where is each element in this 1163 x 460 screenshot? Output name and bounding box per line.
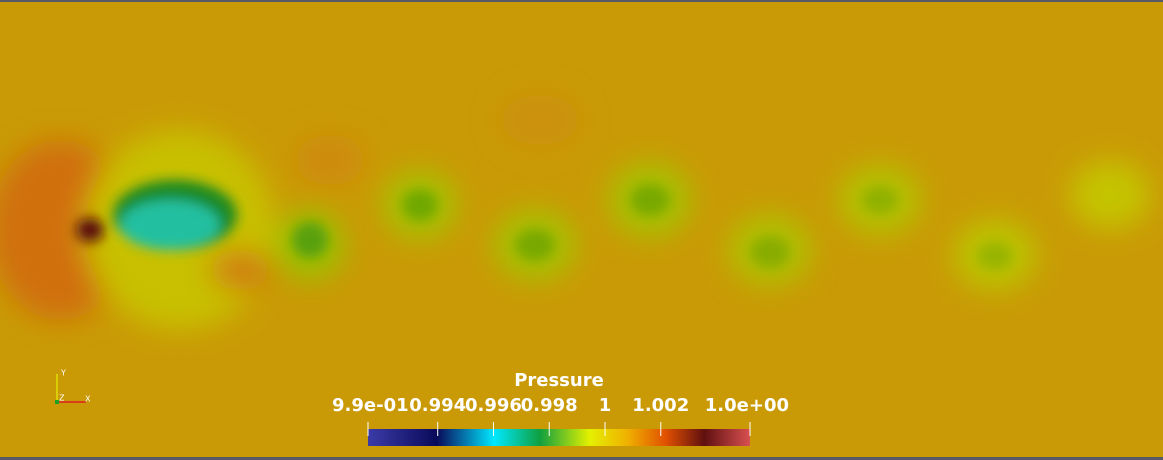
axes-triad: Y Z X: [55, 369, 91, 404]
top-border: [0, 0, 1163, 2]
y-label: Y: [60, 369, 66, 378]
tick-label: 0.996: [465, 395, 522, 416]
tick-label: 0.998: [521, 395, 578, 416]
legend-title: Pressure: [514, 370, 604, 391]
flow-field: [0, 95, 1150, 330]
z-axis-marker: [55, 400, 59, 404]
tick-label: 1.002: [632, 395, 689, 416]
vortices: [76, 180, 1013, 270]
z-label: Z: [59, 394, 65, 403]
bottom-border: [0, 457, 1163, 460]
tick-label: 0.994: [409, 395, 466, 416]
tick-label: 1: [599, 395, 612, 416]
tick-label: 1.0e+00: [705, 395, 789, 416]
tick-label: 9.9e-01: [332, 395, 409, 416]
color-bar: [368, 429, 750, 446]
x-label: X: [85, 395, 91, 404]
